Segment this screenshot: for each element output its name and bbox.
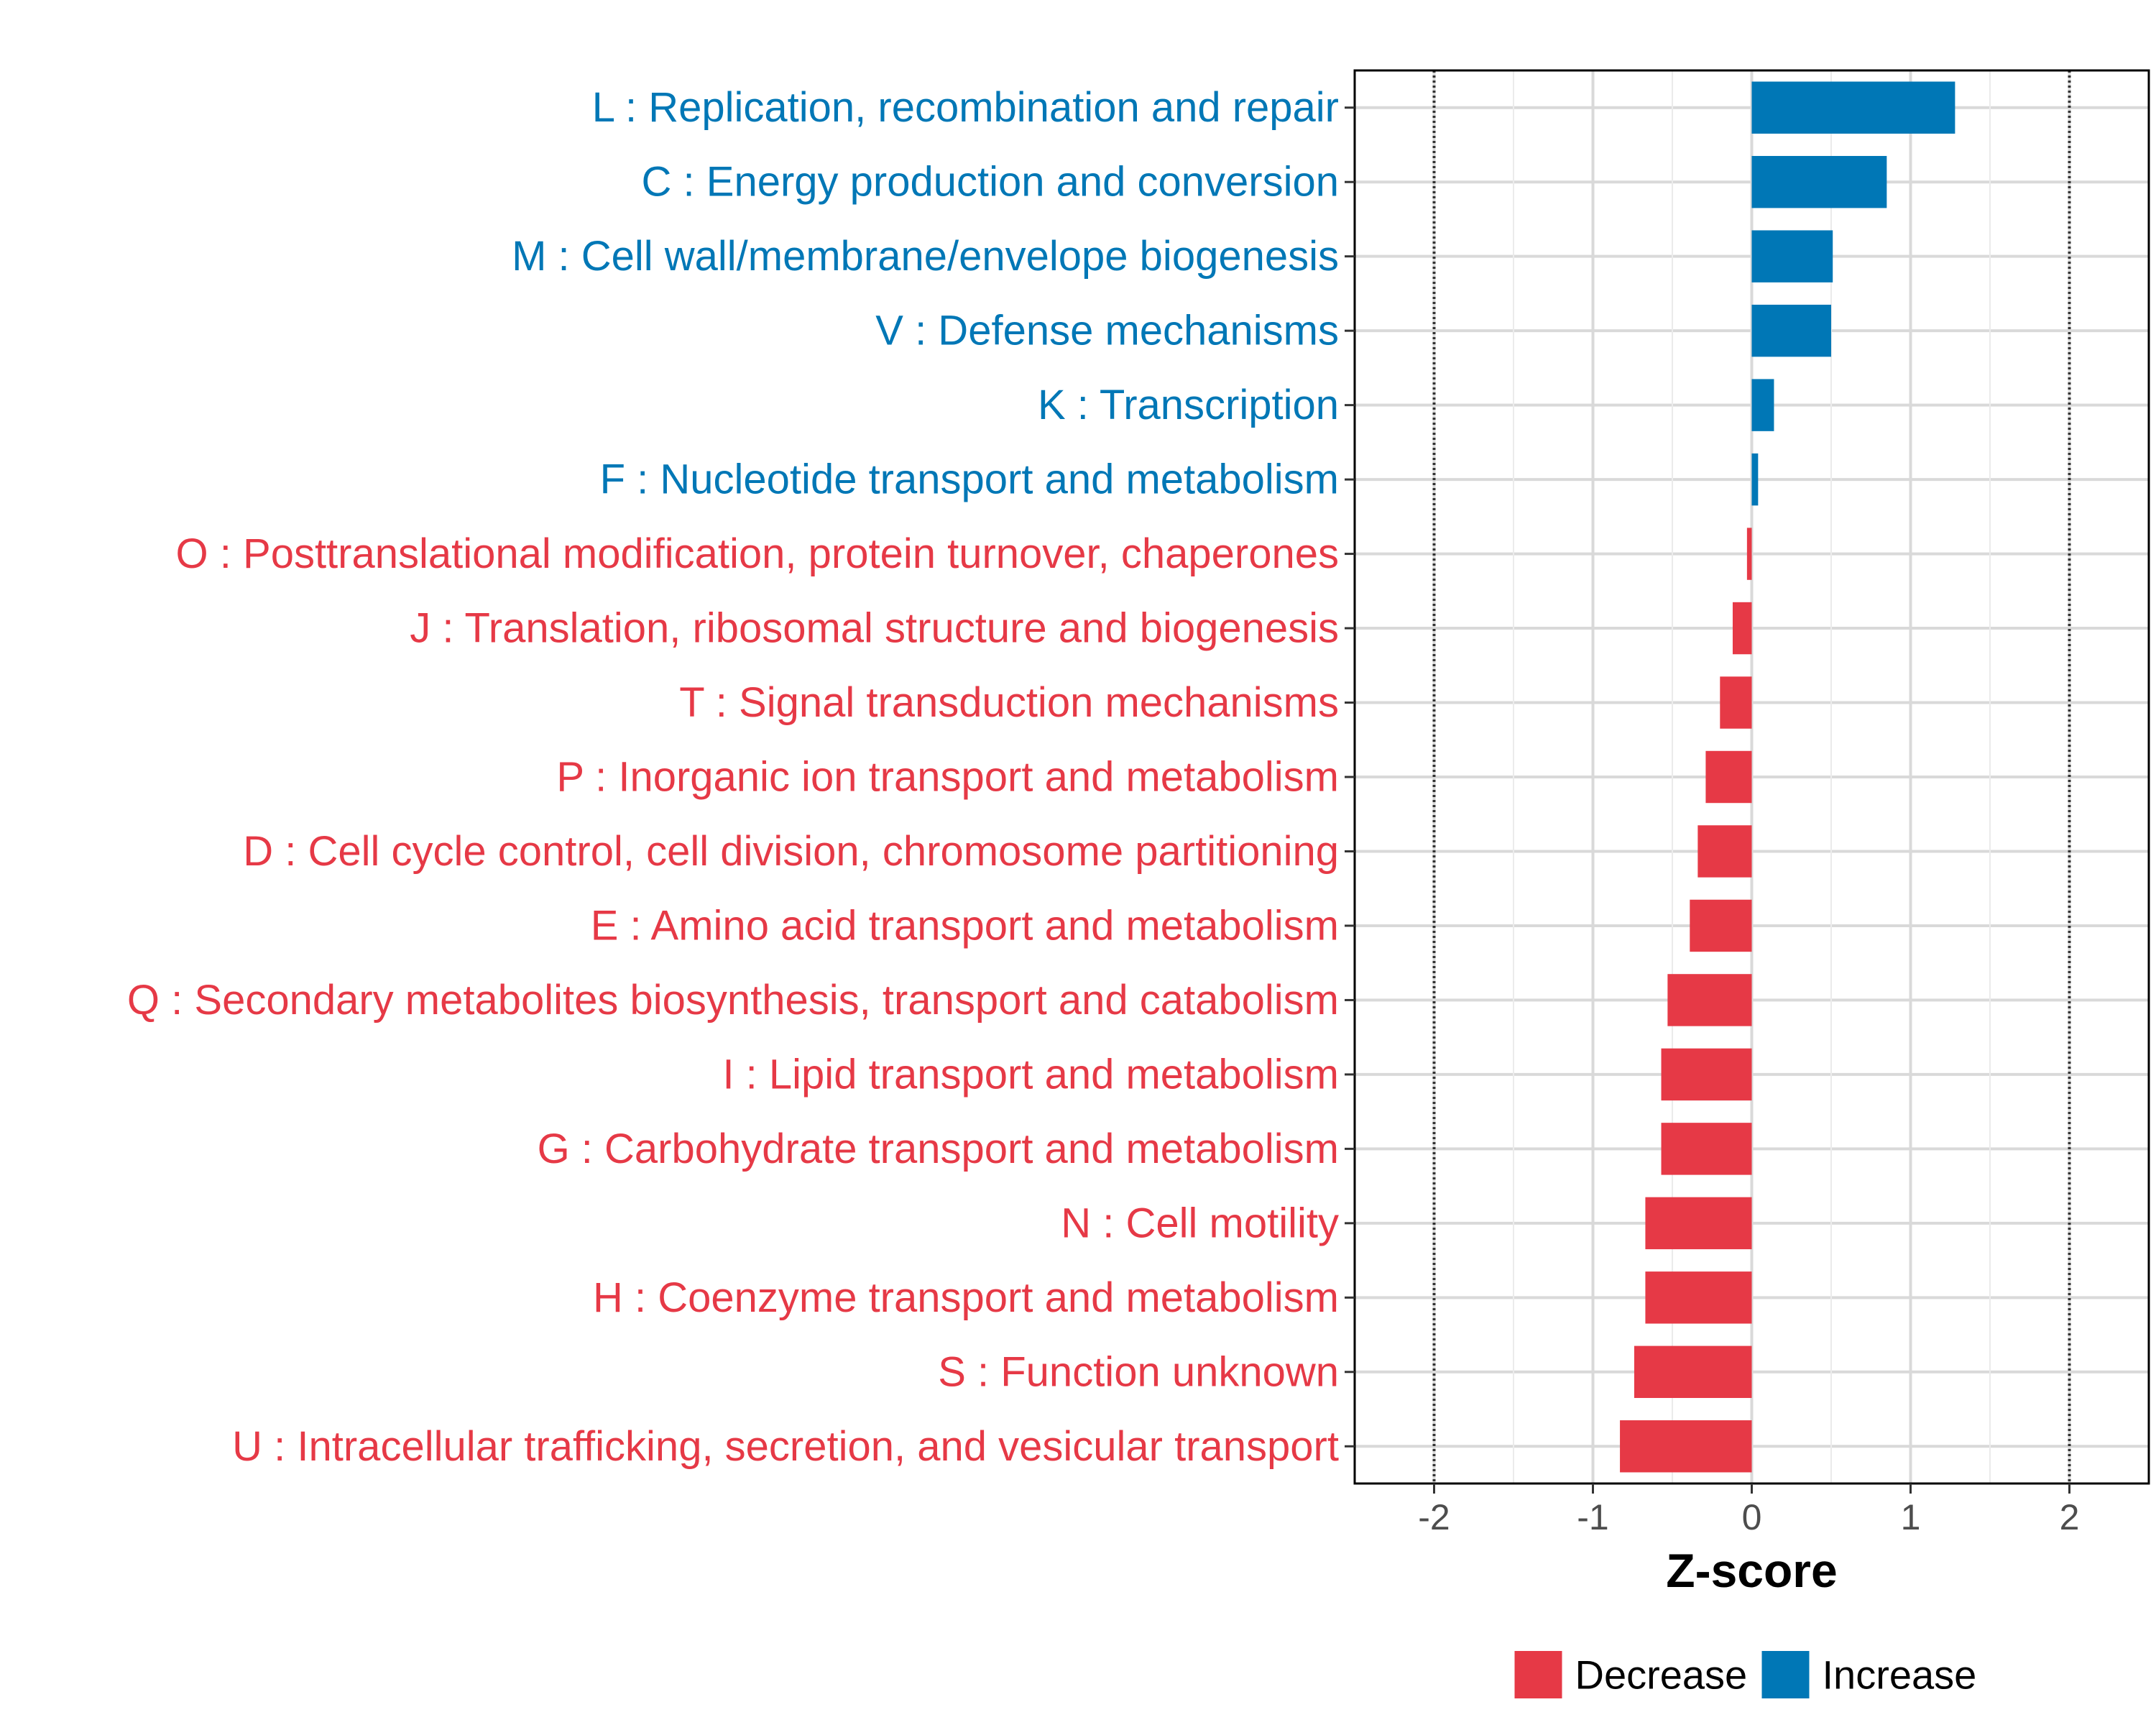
legend: Decrease Increase (1514, 1651, 1977, 1698)
bar (1732, 602, 1752, 655)
bar (1690, 899, 1752, 952)
bar (1661, 1123, 1752, 1175)
category-label: T : Signal transduction mechanisms (679, 679, 1339, 726)
bar (1705, 750, 1752, 804)
x-tick-label: 0 (1742, 1497, 1762, 1537)
category-label: C : Energy production and conversion (642, 159, 1339, 206)
category-label: N : Cell motility (1061, 1200, 1339, 1246)
category-label: H : Coenzyme transport and metabolism (593, 1274, 1339, 1321)
category-label: O : Posttranslational modification, prot… (176, 530, 1339, 577)
bar (1751, 155, 1887, 208)
category-label: G : Carbohydrate transport and metabolis… (538, 1126, 1339, 1172)
bar (1746, 528, 1752, 580)
legend-label: Decrease (1575, 1652, 1748, 1698)
category-label: J : Translation, ribosomal structure and… (410, 605, 1339, 652)
x-tick-label: -1 (1577, 1497, 1608, 1537)
category-label: P : Inorganic ion transport and metaboli… (556, 754, 1339, 801)
bar (1751, 230, 1833, 282)
y-axis: L : Replication, recombination and repai… (127, 84, 1355, 1470)
x-tick-label: 1 (1901, 1497, 1921, 1537)
bar (1697, 825, 1752, 878)
bar (1634, 1346, 1752, 1399)
x-axis-title: Z-score (1666, 1544, 1837, 1597)
bar (1751, 453, 1759, 506)
category-label: F : Nucleotide transport and metabolism (600, 456, 1339, 503)
legend-swatch (1514, 1651, 1562, 1698)
category-label: E : Amino acid transport and metabolism (591, 902, 1339, 949)
legend-label: Increase (1823, 1652, 1977, 1698)
bar (1751, 304, 1831, 357)
legend-swatch (1761, 1651, 1810, 1698)
category-label: L : Replication, recombination and repai… (592, 84, 1339, 131)
category-label: V : Defense mechanisms (875, 308, 1339, 354)
category-label: Q : Secondary metabolites biosynthesis, … (127, 977, 1339, 1024)
category-label: U : Intracellular trafficking, secretion… (232, 1423, 1339, 1470)
bar (1751, 81, 1955, 134)
category-label: D : Cell cycle control, cell division, c… (243, 828, 1339, 875)
x-tick-label: -2 (1418, 1497, 1450, 1537)
bar (1620, 1420, 1752, 1473)
bar (1645, 1271, 1752, 1324)
bars-layer (1620, 81, 1955, 1473)
x-tick-label: 2 (2060, 1497, 2080, 1537)
bar (1667, 974, 1752, 1026)
bar (1661, 1048, 1752, 1101)
category-label: M : Cell wall/membrane/envelope biogenes… (512, 233, 1339, 280)
x-axis: -2 -1 0 1 2 (1418, 1484, 2079, 1537)
category-label: S : Function unknown (938, 1348, 1339, 1395)
bar (1751, 379, 1774, 431)
category-label: K : Transcription (1038, 382, 1339, 428)
bar (1720, 676, 1752, 729)
category-label: I : Lipid transport and metabolism (722, 1051, 1339, 1098)
bar (1645, 1197, 1752, 1250)
